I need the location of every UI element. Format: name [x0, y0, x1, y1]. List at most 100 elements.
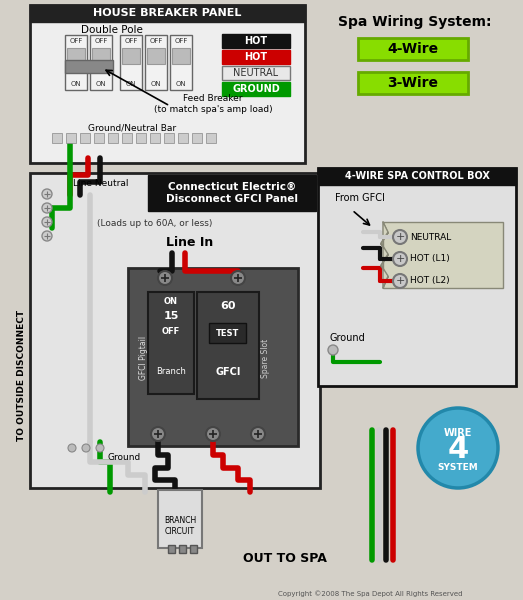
Bar	[145, 35, 167, 90]
Text: ON: ON	[151, 81, 161, 87]
Bar	[30, 5, 305, 22]
Bar	[179, 545, 186, 553]
Text: OFF: OFF	[149, 38, 163, 44]
Text: OFF: OFF	[70, 38, 83, 44]
Text: ON: ON	[96, 81, 106, 87]
Text: GFCI Pigtail: GFCI Pigtail	[139, 336, 147, 380]
Text: Ground: Ground	[108, 454, 141, 463]
Bar	[222, 50, 290, 64]
Circle shape	[42, 203, 52, 213]
Text: Spare Slot: Spare Slot	[260, 338, 269, 377]
Bar	[168, 545, 175, 553]
Circle shape	[393, 252, 407, 266]
Text: 4-WIRE SPA CONTROL BOX: 4-WIRE SPA CONTROL BOX	[345, 171, 490, 181]
Text: NEUTRAL: NEUTRAL	[410, 232, 451, 241]
Bar	[108, 133, 118, 143]
Text: 3-Wire: 3-Wire	[388, 76, 438, 90]
Bar	[65, 60, 113, 73]
Polygon shape	[381, 222, 388, 288]
Circle shape	[328, 345, 338, 355]
Text: HOT: HOT	[244, 52, 268, 62]
Bar	[90, 35, 112, 90]
Bar	[158, 490, 202, 548]
Bar	[122, 48, 140, 64]
Text: Ground: Ground	[330, 333, 366, 343]
Text: Line Neutral: Line Neutral	[73, 179, 129, 188]
Circle shape	[42, 217, 52, 227]
Bar	[206, 133, 216, 143]
Bar	[120, 35, 142, 90]
Bar	[136, 133, 146, 143]
Circle shape	[42, 189, 52, 199]
Text: OFF: OFF	[174, 38, 188, 44]
Text: NEUTRAL: NEUTRAL	[233, 68, 279, 78]
Circle shape	[393, 230, 407, 244]
Text: TEST: TEST	[217, 329, 240, 337]
Bar	[30, 173, 320, 488]
Text: ON: ON	[126, 81, 137, 87]
Circle shape	[151, 427, 165, 441]
Bar	[65, 35, 87, 90]
Bar	[128, 268, 298, 446]
Bar	[222, 34, 290, 48]
Bar	[67, 48, 85, 64]
Bar	[148, 175, 316, 211]
Text: OFF: OFF	[162, 328, 180, 337]
Text: OFF: OFF	[94, 38, 108, 44]
Circle shape	[251, 427, 265, 441]
Bar	[197, 292, 259, 399]
Bar	[178, 133, 188, 143]
Text: Double Pole: Double Pole	[81, 25, 143, 35]
Text: +: +	[395, 254, 405, 264]
Text: 4: 4	[447, 436, 469, 464]
Text: (Loads up to 60A, or less): (Loads up to 60A, or less)	[97, 220, 213, 229]
Bar	[147, 48, 165, 64]
Text: 4-Wire: 4-Wire	[388, 42, 439, 56]
Circle shape	[68, 444, 76, 452]
Bar	[170, 35, 192, 90]
Bar	[209, 323, 246, 343]
Text: +: +	[395, 232, 405, 242]
Text: ON: ON	[71, 81, 81, 87]
Text: SYSTEM: SYSTEM	[438, 463, 479, 473]
Bar	[358, 72, 468, 94]
Bar	[52, 133, 62, 143]
Bar	[318, 168, 516, 185]
Bar	[172, 48, 190, 64]
Circle shape	[206, 427, 220, 441]
Circle shape	[82, 444, 90, 452]
Text: Spa Wiring System:: Spa Wiring System:	[338, 15, 492, 29]
Text: HOT (L1): HOT (L1)	[410, 254, 450, 263]
Text: ON: ON	[164, 298, 178, 307]
Text: 15: 15	[163, 311, 179, 321]
Bar	[358, 38, 468, 60]
Bar	[66, 133, 76, 143]
Bar	[318, 168, 516, 386]
Text: TO OUTSIDE DISCONNECT: TO OUTSIDE DISCONNECT	[17, 310, 27, 440]
Bar	[80, 133, 90, 143]
Bar	[192, 133, 202, 143]
Bar	[94, 133, 104, 143]
Text: OUT TO SPA: OUT TO SPA	[243, 551, 327, 565]
Bar	[92, 48, 110, 64]
Text: HOT: HOT	[244, 36, 268, 46]
Text: HOT (L2): HOT (L2)	[410, 277, 450, 286]
Text: Branch: Branch	[156, 367, 186, 377]
Circle shape	[393, 274, 407, 288]
Circle shape	[158, 271, 172, 285]
Circle shape	[418, 408, 498, 488]
Text: GFCI: GFCI	[215, 367, 241, 377]
Bar	[164, 133, 174, 143]
Text: WIRE: WIRE	[444, 428, 472, 438]
Text: Feed Breaker
(to match spa's amp load): Feed Breaker (to match spa's amp load)	[154, 94, 272, 113]
Text: 60: 60	[220, 301, 236, 311]
Text: HOUSE BREAKER PANEL: HOUSE BREAKER PANEL	[93, 8, 241, 18]
Circle shape	[96, 444, 104, 452]
Text: Connecticut Electric®
Disconnect GFCI Panel: Connecticut Electric® Disconnect GFCI Pa…	[166, 182, 298, 204]
Text: Copyright ©2008 The Spa Depot All Rights Reserved: Copyright ©2008 The Spa Depot All Rights…	[278, 590, 462, 598]
Text: ON: ON	[176, 81, 186, 87]
Bar	[122, 133, 132, 143]
Text: +: +	[395, 276, 405, 286]
Bar	[383, 222, 503, 288]
Text: Ground/Neutral Bar: Ground/Neutral Bar	[88, 124, 176, 133]
